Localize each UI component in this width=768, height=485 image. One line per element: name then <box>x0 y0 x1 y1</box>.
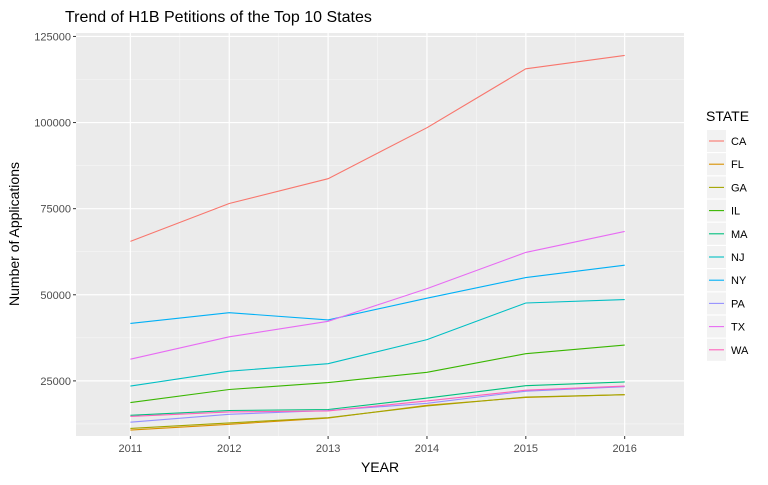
legend-label: NY <box>731 275 747 287</box>
series-line-ca <box>130 54 625 242</box>
x-tick-label: 2012 <box>217 443 241 455</box>
series-line-ma <box>130 381 625 416</box>
x-tick-label: 2013 <box>316 443 340 455</box>
y-tick-label: 50000 <box>40 290 71 302</box>
legend: STATE CA FL GA IL MA NJ NY PA TX WA <box>706 108 749 361</box>
legend-label: FL <box>731 159 744 171</box>
legend-label: NJ <box>731 252 744 264</box>
plot-background <box>76 33 684 436</box>
legend-label: WA <box>731 345 749 357</box>
y-tick-label: 75000 <box>40 204 71 216</box>
series-line-tx <box>130 230 625 360</box>
y-tick-label: 125000 <box>34 31 71 43</box>
x-tick-label: 2015 <box>514 443 538 455</box>
legend-label: IL <box>731 206 740 218</box>
legend-label: MA <box>731 229 748 241</box>
y-tick-label: 25000 <box>40 376 71 388</box>
y-axis: 25000 50000 75000 100000 125000 <box>34 31 76 388</box>
series-line-nj <box>130 299 625 387</box>
chart-title: Trend of H1B Petitions of the Top 10 Sta… <box>65 9 372 26</box>
series-line-il <box>130 344 625 404</box>
legend-label: GA <box>731 182 748 194</box>
x-axis-label: YEAR <box>361 459 399 475</box>
legend-label: TX <box>731 322 746 334</box>
x-tick-label: 2016 <box>612 443 636 455</box>
legend-title: STATE <box>706 108 749 124</box>
x-tick-label: 2011 <box>119 443 143 455</box>
series-line-ny <box>130 264 625 324</box>
series-line-wa <box>130 385 625 417</box>
x-tick-label: 2014 <box>415 443 439 455</box>
x-axis: 2011 2012 2013 2014 2015 2016 <box>119 436 637 455</box>
series-line-pa <box>130 386 625 423</box>
series-line-ga <box>130 394 625 429</box>
y-tick-label: 100000 <box>34 118 71 130</box>
plot-area <box>76 33 684 436</box>
legend-label: PA <box>731 298 746 310</box>
y-axis-label: Number of Applications <box>6 162 22 306</box>
legend-items: CA FL GA IL MA NJ NY PA TX WA <box>707 130 749 361</box>
legend-label: CA <box>731 136 747 148</box>
